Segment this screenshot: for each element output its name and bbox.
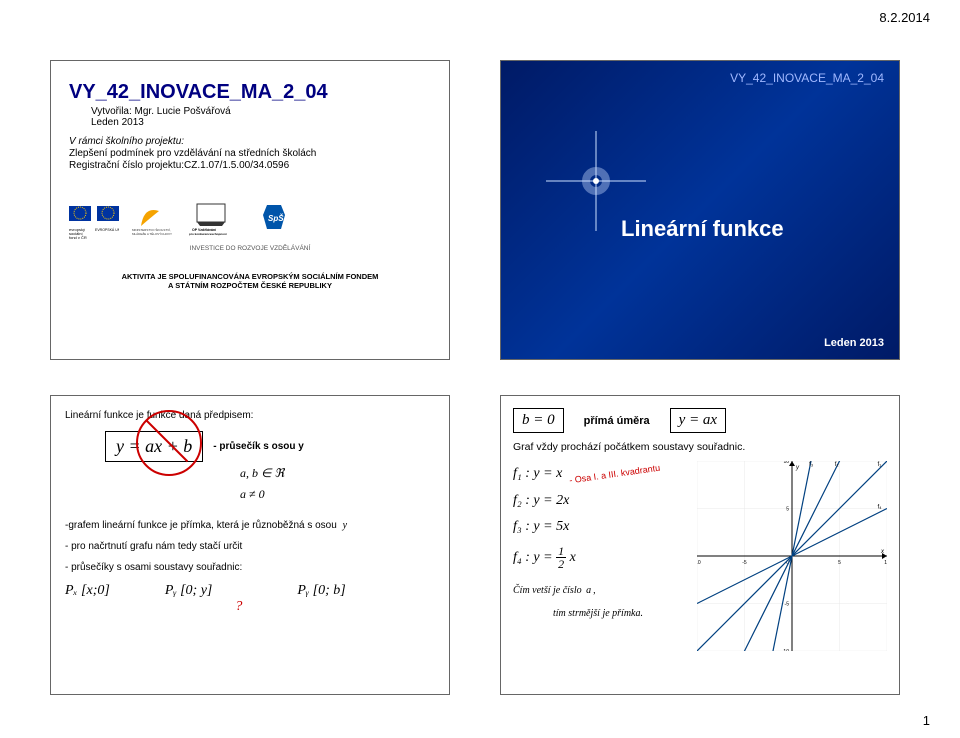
invest-line: INVESTICE DO ROZVOJE VZDĚLÁVÁNÍ	[69, 245, 431, 252]
y-ax-box: y = ax	[670, 408, 726, 433]
formula-row: y = ax + b - průsečík s osou y	[105, 431, 435, 462]
svg-text:f₂: f₂	[835, 462, 840, 468]
bullet-1-var: y	[343, 520, 347, 531]
project-line-1: Zlepšení podmínek pro vzdělávání na stře…	[69, 148, 431, 159]
slide-bottom-left: Lineární funkce je funkce daná předpisem…	[50, 395, 450, 695]
header-date: 8.2.2014	[879, 10, 930, 25]
svg-text:fond v ČR: fond v ČR	[69, 235, 87, 240]
svg-text:-5: -5	[785, 602, 790, 608]
project-line-2: Registrační číslo projektu:CZ.1.07/1.5.0…	[69, 160, 431, 171]
f4-den: 2	[556, 558, 566, 570]
svg-text:MLÁDEŽE A TĚLOVÝCHOVY: MLÁDEŽE A TĚLOVÝCHOVY	[132, 231, 172, 236]
condition-1: a, b ∈ ℜ	[240, 466, 435, 481]
svg-text:5: 5	[786, 507, 789, 513]
main-title: Lineární funkce	[621, 216, 784, 242]
line-chart: -10-10-5-55510100f₃f₂f₁f₄xy	[697, 461, 887, 651]
svg-text:f₃: f₃	[809, 462, 814, 468]
svg-text:f₄: f₄	[878, 505, 883, 511]
f1: f₁ : y = x	[513, 466, 562, 481]
bullet-3: - průsečíky s osami soustavy souřadnic:	[65, 562, 435, 573]
top-row: b = 0 přímá úměra y = ax	[513, 408, 887, 433]
svg-text:10: 10	[783, 461, 789, 465]
note-1-end: ,	[593, 585, 596, 596]
svg-text:x: x	[880, 549, 885, 555]
sps-logo-icon: SpŠ	[249, 201, 299, 241]
osa-note: - Osa I. a III. kvadrantu	[568, 460, 661, 490]
svg-text:5: 5	[838, 560, 841, 566]
formula-box: y = ax + b	[105, 431, 203, 462]
function-list: f₁ : y = x - Osa I. a III. kvadrantu f₂ …	[513, 461, 668, 623]
f1-line: f₁ : y = x - Osa I. a III. kvadrantu	[513, 461, 668, 488]
svg-text:SpŠ: SpŠ	[268, 214, 284, 223]
definition-text: Lineární funkce je funkce daná předpisem…	[65, 410, 435, 421]
author-line: Vytvořila: Mgr. Lucie Pošvářová	[91, 106, 431, 117]
slide-code: VY_42_INOVACE_MA_2_04	[730, 71, 884, 85]
svg-text:-10: -10	[697, 560, 701, 566]
f4-post: x	[566, 550, 576, 565]
page-number: 1	[923, 713, 930, 728]
note-1-var: a	[586, 585, 591, 596]
note-line-2: tím strmější je přímka.	[513, 600, 668, 623]
f4-pre: f₄ : y =	[513, 550, 556, 565]
logo-row: evropský sociální fond v ČR EVROPSKÁ UNI…	[69, 201, 431, 241]
f3-line: f₃ : y = 5x	[513, 514, 668, 541]
eu-logo-icon: evropský sociální fond v ČR EVROPSKÁ UNI…	[69, 201, 119, 241]
slide-top-left: VY_42_INOVACE_MA_2_04 Vytvořila: Mgr. Lu…	[50, 60, 450, 360]
annotation: - průsečík s osou y	[213, 441, 304, 452]
note-1-text: Čím vetší je číslo	[513, 585, 582, 596]
note-line-1: Čím vetší je číslo a,	[513, 577, 668, 600]
activity-line-2: A STÁTNÍM ROZPOČTEM ČESKÉ REPUBLIKY	[69, 281, 431, 290]
date-line: Leden 2013	[91, 117, 431, 128]
date-corner: Leden 2013	[824, 337, 884, 349]
svg-text:f₁: f₁	[878, 462, 882, 468]
svg-text:EVROPSKÁ UNIE: EVROPSKÁ UNIE	[95, 228, 119, 232]
msmt-logo-icon: MINISTERSTVO ŠKOLSTVÍ, MLÁDEŽE A TĚLOVÝC…	[129, 201, 179, 241]
slide-bottom-right: b = 0 přímá úměra y = ax Graf vždy proch…	[500, 395, 900, 695]
point-py2: Pᵧ [0; b]	[297, 583, 345, 599]
point-py1: Pᵧ [0; y]	[165, 583, 213, 599]
svg-text:-5: -5	[742, 560, 747, 566]
svg-text:10: 10	[884, 560, 887, 566]
b-zero-box: b = 0	[513, 408, 564, 433]
bullet-1-text: -grafem lineární funkce je přímka, která…	[65, 520, 337, 531]
svg-text:-10: -10	[782, 649, 789, 651]
project-head: V rámci školního projektu:	[69, 136, 431, 147]
svg-text:pro konkurenceschopnost: pro konkurenceschopnost	[189, 232, 227, 236]
slide-title: VY_42_INOVACE_MA_2_04	[69, 81, 431, 104]
point-px: Pₓ [x;0]	[65, 583, 110, 599]
question-mark: ?	[235, 599, 242, 615]
prima-umera-label: přímá úměra	[584, 415, 650, 427]
condition-2: a ≠ 0	[240, 487, 435, 502]
description: Graf vždy prochází počátkem soustavy sou…	[513, 441, 887, 453]
bullet-2: - pro načrtnutí grafu nám tedy stačí urč…	[65, 541, 435, 552]
slide-top-right: VY_42_INOVACE_MA_2_04 Lineární funkce Le…	[500, 60, 900, 360]
points-row: Pₓ [x;0] Pᵧ [0; y] ? Pᵧ [0; b]	[65, 583, 435, 599]
f4-line: f₄ : y = 12 x	[513, 545, 668, 572]
f2-line: f₂ : y = 2x	[513, 488, 668, 515]
bullet-1: -grafem lineární funkce je přímka, která…	[65, 520, 435, 531]
opvk-logo-icon: OP Vzdělávání pro konkurenceschopnost	[189, 201, 239, 241]
svg-text:y: y	[795, 465, 800, 471]
activity-line-1: AKTIVITA JE SPOLUFINANCOVÁNA EVROPSKÝM S…	[69, 272, 431, 281]
